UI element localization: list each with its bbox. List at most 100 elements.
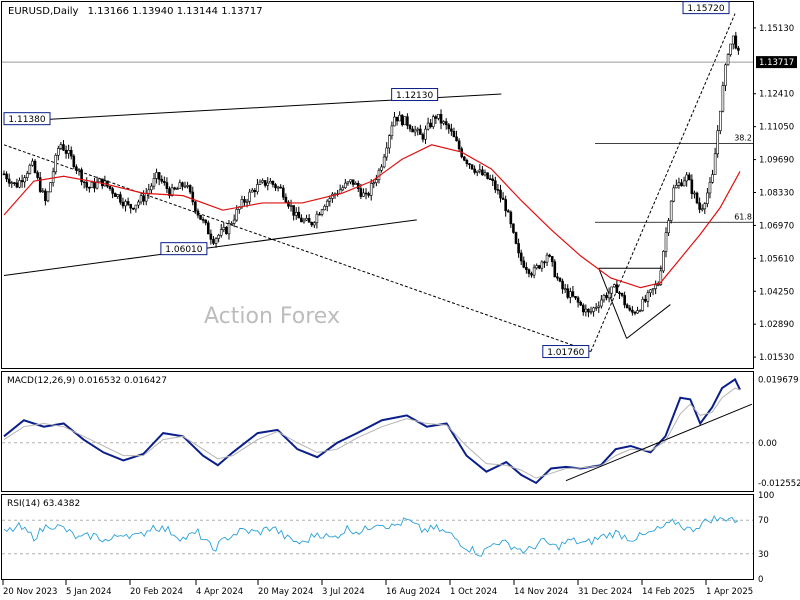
rsi-tick-label: 0 <box>758 575 763 585</box>
candle-body <box>67 150 70 154</box>
annotation-box <box>542 345 590 359</box>
candle-body <box>33 160 37 173</box>
candle-body <box>677 182 681 186</box>
candle-body <box>475 170 479 173</box>
candle-body <box>191 191 195 203</box>
macd-trendline-0 <box>565 403 753 482</box>
candle-body <box>302 219 306 223</box>
candle-body <box>729 43 732 55</box>
candle-body <box>59 144 63 149</box>
candle-body <box>610 286 613 294</box>
candle-body <box>462 156 466 161</box>
candle-body <box>641 298 645 311</box>
candle-body <box>25 173 29 178</box>
price-tick-label: 1.09690 <box>759 156 794 166</box>
time-tick-label: 14 Feb 2025 <box>642 587 695 597</box>
candle-body <box>219 229 223 236</box>
candle-body <box>682 180 686 187</box>
candle-body <box>142 195 145 202</box>
candle-body <box>160 178 164 182</box>
candle-body <box>144 193 148 202</box>
candle-body <box>274 184 277 189</box>
candle-body <box>721 85 725 112</box>
candle-body <box>431 116 435 127</box>
price-tick-label: 1.02890 <box>759 320 794 330</box>
candle-body <box>57 148 60 156</box>
candle-body <box>706 192 709 205</box>
candle-body <box>522 260 526 268</box>
candle-body <box>525 266 528 270</box>
candle-body <box>313 222 316 226</box>
candle-body <box>88 186 91 189</box>
candle-body <box>294 211 298 216</box>
price-grid: 38.2 61.8 <box>2 61 753 223</box>
candle-body <box>669 200 673 221</box>
candle-body <box>675 184 678 189</box>
candle-body <box>150 185 153 191</box>
candle-body <box>698 202 701 210</box>
candle-body <box>687 174 691 181</box>
candle-body <box>638 310 642 312</box>
candle-body <box>465 159 469 164</box>
candle-body <box>186 185 189 187</box>
candle-body <box>716 130 720 155</box>
candle-body <box>600 299 603 307</box>
candle-body <box>225 226 228 235</box>
candle-body <box>680 182 683 187</box>
candle-body <box>201 219 205 221</box>
time-tick-label: 20 Feb 2024 <box>130 587 183 597</box>
candle-body <box>597 305 601 308</box>
candle-body <box>300 217 303 223</box>
candle-body <box>98 178 101 183</box>
candle-body <box>607 292 611 299</box>
candle-body <box>152 178 156 187</box>
candle-body <box>452 130 456 138</box>
candle-body <box>170 187 174 196</box>
candle-body <box>571 291 575 297</box>
annotation-label: 1.12130 <box>396 91 433 101</box>
candle-body <box>569 291 572 298</box>
macd-panel-frame <box>1 371 754 492</box>
time-tick-label: 14 Nov 2024 <box>514 587 568 597</box>
price-tick-label: 1.12410 <box>759 90 794 100</box>
candle-body <box>584 308 588 313</box>
candle-body <box>13 182 16 184</box>
candle-body <box>206 222 210 235</box>
candle-body <box>284 196 288 203</box>
price-annotation: 1.11380 <box>3 112 51 126</box>
candle-body <box>292 205 295 216</box>
candle-body <box>318 213 321 216</box>
candle-body <box>447 124 451 130</box>
candle-body <box>636 310 639 314</box>
time-tick-label: 3 Jul 2024 <box>322 587 365 597</box>
candle-body <box>527 269 531 274</box>
watermark-text: Action Forex <box>204 304 340 329</box>
candle-body <box>532 267 536 276</box>
time-tick-label: 16 Aug 2024 <box>386 587 440 597</box>
candle-body <box>325 200 329 207</box>
candle-body <box>256 184 259 193</box>
candle-body <box>212 239 215 244</box>
trendline-3 <box>590 13 736 352</box>
candle-body <box>85 182 89 188</box>
candle-body <box>227 223 231 235</box>
candle-body <box>346 181 350 184</box>
candle-body <box>28 164 32 174</box>
candle-body <box>654 284 657 289</box>
candle-body <box>672 187 676 202</box>
candle-body <box>75 166 78 171</box>
rsi-axis: 100 70 30 0 <box>758 491 774 585</box>
candle-body <box>253 189 257 193</box>
candle-body <box>165 182 169 189</box>
candle-body <box>230 223 233 225</box>
macd-main-line <box>3 377 741 485</box>
candle-body <box>408 125 412 130</box>
candle-body <box>7 178 11 184</box>
candle-body <box>64 149 68 154</box>
candle-body <box>18 180 21 188</box>
candle-body <box>535 265 539 269</box>
candle-body <box>550 256 554 263</box>
candle-body <box>323 206 326 211</box>
macd-layer <box>2 377 753 485</box>
price-tick-label: 1.05610 <box>759 254 794 264</box>
